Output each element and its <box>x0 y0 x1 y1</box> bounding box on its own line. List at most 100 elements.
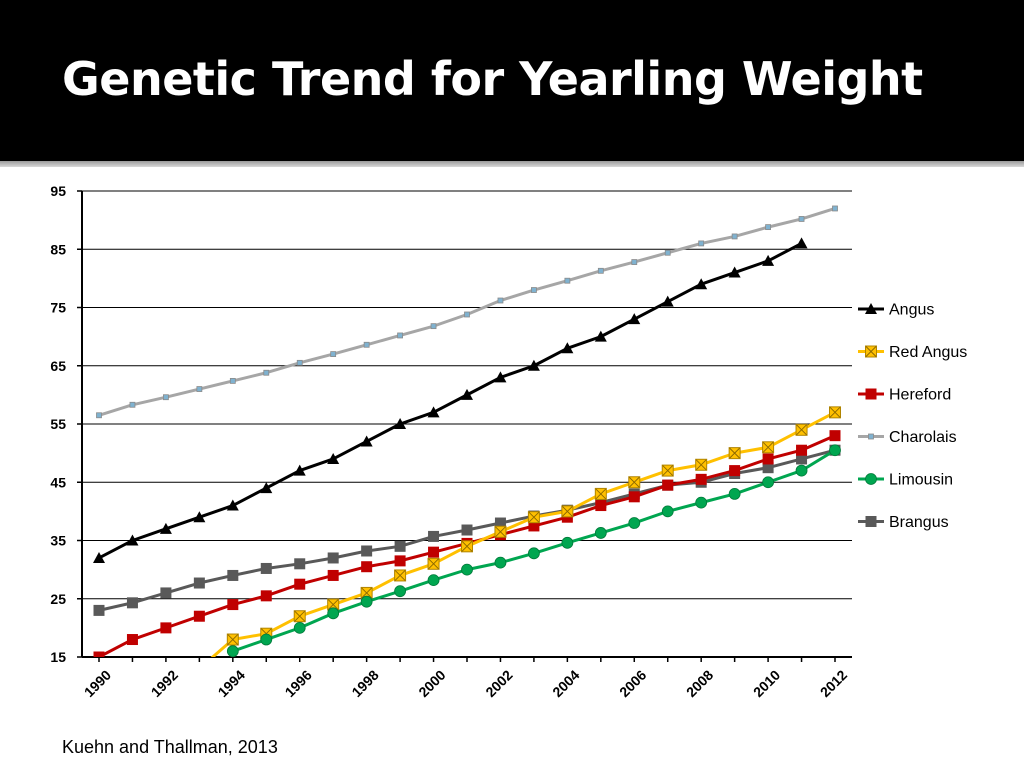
data-point-angus <box>394 418 407 429</box>
data-point-red-angus-cross <box>361 587 372 599</box>
data-point-red-angus-cross <box>562 506 573 517</box>
data-point-brangus <box>394 540 406 552</box>
data-point-limousin <box>728 487 741 500</box>
legend-label: Hereford <box>889 387 951 404</box>
data-point-brangus <box>260 562 272 574</box>
data-point-charolais <box>497 297 504 304</box>
data-point-limousin <box>829 444 841 457</box>
data-point-red-angus-cross <box>461 541 473 552</box>
x-tick-label: 2000 <box>415 667 448 700</box>
data-point-limousin <box>226 645 239 657</box>
data-point-angus <box>260 482 273 494</box>
data-point-charolais <box>698 240 705 247</box>
data-point-red-angus-cross <box>662 465 674 476</box>
title-bar: Genetic Trend for Yearling Weight <box>0 0 1024 160</box>
data-point-red-angus-cross <box>194 664 204 674</box>
series-charolais <box>96 205 838 419</box>
data-point-limousin <box>360 595 373 608</box>
data-point-hereford <box>394 555 406 567</box>
data-point-angus <box>728 266 741 278</box>
data-point-hereford <box>193 610 205 622</box>
data-point-angus <box>762 254 775 266</box>
y-tick-label: 55 <box>50 416 66 432</box>
chart-panel: 15 25 35 45 55 65 75 85 95 1990 1992 1994 1996 1998 20… <box>0 167 1024 768</box>
data-point-brangus <box>193 577 205 589</box>
data-point-hereford <box>160 622 172 634</box>
data-point-hereford <box>729 465 741 477</box>
data-point-red-angus-cross <box>495 526 506 538</box>
legend-label: Red Angus <box>889 344 967 361</box>
legend-swatch-marker-cross <box>865 346 877 357</box>
data-point-charolais <box>731 233 738 240</box>
data-point-brangus <box>126 597 138 609</box>
data-point-charolais <box>798 216 805 222</box>
data-point-angus <box>427 406 440 418</box>
data-point-angus <box>193 511 206 523</box>
x-tick-label: 2002 <box>482 667 515 700</box>
data-point-charolais <box>163 394 169 401</box>
data-point-limousin <box>628 517 641 529</box>
legend-label: Limousin <box>889 472 953 489</box>
x-tick-label: 1996 <box>282 667 315 700</box>
data-point-angus <box>561 342 574 354</box>
data-point-charolais <box>765 224 771 231</box>
data-point-charolais <box>531 287 537 293</box>
data-point-red-angus-cross <box>227 634 239 645</box>
y-tick-label: 65 <box>50 358 66 374</box>
data-point-red-angus-cross <box>796 424 807 436</box>
line-chart: 15 25 35 45 55 65 75 85 95 1990 1992 1994 1996 1998 20… <box>50 183 967 700</box>
data-point-angus <box>293 464 306 476</box>
data-point-limousin <box>561 536 574 549</box>
data-point-limousin <box>661 505 674 518</box>
data-point-angus <box>226 499 239 511</box>
legend-item-limousin: Limousin <box>858 472 953 489</box>
x-tick-label: 2006 <box>616 667 649 700</box>
data-point-hereford <box>227 599 239 611</box>
legend-label: Brangus <box>889 514 949 531</box>
data-point-charolais <box>296 359 303 366</box>
y-tick-label: 25 <box>50 591 66 607</box>
y-tick-label: 85 <box>50 241 66 257</box>
data-point-brangus <box>327 552 339 564</box>
data-point-charolais <box>196 386 203 392</box>
x-tick-label: 2008 <box>683 667 716 700</box>
legend-item-hereford: Hereford <box>858 387 951 404</box>
data-point-angus <box>594 330 607 342</box>
data-point-limousin <box>695 496 708 509</box>
data-point-brangus <box>762 462 774 474</box>
data-point-red-angus-cross <box>595 488 607 500</box>
legend-swatch-marker <box>865 303 877 314</box>
data-point-charolais <box>129 401 136 408</box>
data-point-charolais <box>597 267 604 274</box>
data-point-angus <box>159 522 172 534</box>
data-point-brangus <box>428 530 440 542</box>
data-point-red-angus-cross <box>729 447 740 459</box>
data-point-angus <box>661 295 674 307</box>
data-point-limousin <box>762 476 774 489</box>
data-point-brangus <box>160 587 172 599</box>
legend-label: Angus <box>889 302 934 319</box>
data-point-red-angus-cross <box>528 511 540 523</box>
data-point-hereford <box>595 500 607 512</box>
data-point-limousin <box>795 464 808 477</box>
x-tick-label: 2010 <box>750 667 783 700</box>
data-point-hereford <box>762 453 774 465</box>
data-point-angus <box>360 435 373 447</box>
data-point-limousin <box>528 547 540 560</box>
series-angus <box>93 237 808 563</box>
legend-item-red-angus: Red Angus <box>858 344 967 361</box>
data-point-angus <box>527 359 540 371</box>
x-tick-label: 1998 <box>348 667 381 700</box>
x-tick-label: 2012 <box>817 667 850 700</box>
data-point-charolais <box>263 369 270 376</box>
data-point-hereford <box>93 651 105 657</box>
data-point-brangus <box>361 545 373 557</box>
data-point-red-angus-cross <box>327 599 339 610</box>
data-point-angus <box>494 371 507 383</box>
series-limousin <box>226 444 841 657</box>
data-point-hereford <box>260 590 272 602</box>
legend-item-brangus: Brangus <box>858 514 949 531</box>
data-point-red-angus-cross <box>829 407 841 418</box>
series-line-angus <box>98 242 803 560</box>
data-point-angus <box>695 278 708 290</box>
